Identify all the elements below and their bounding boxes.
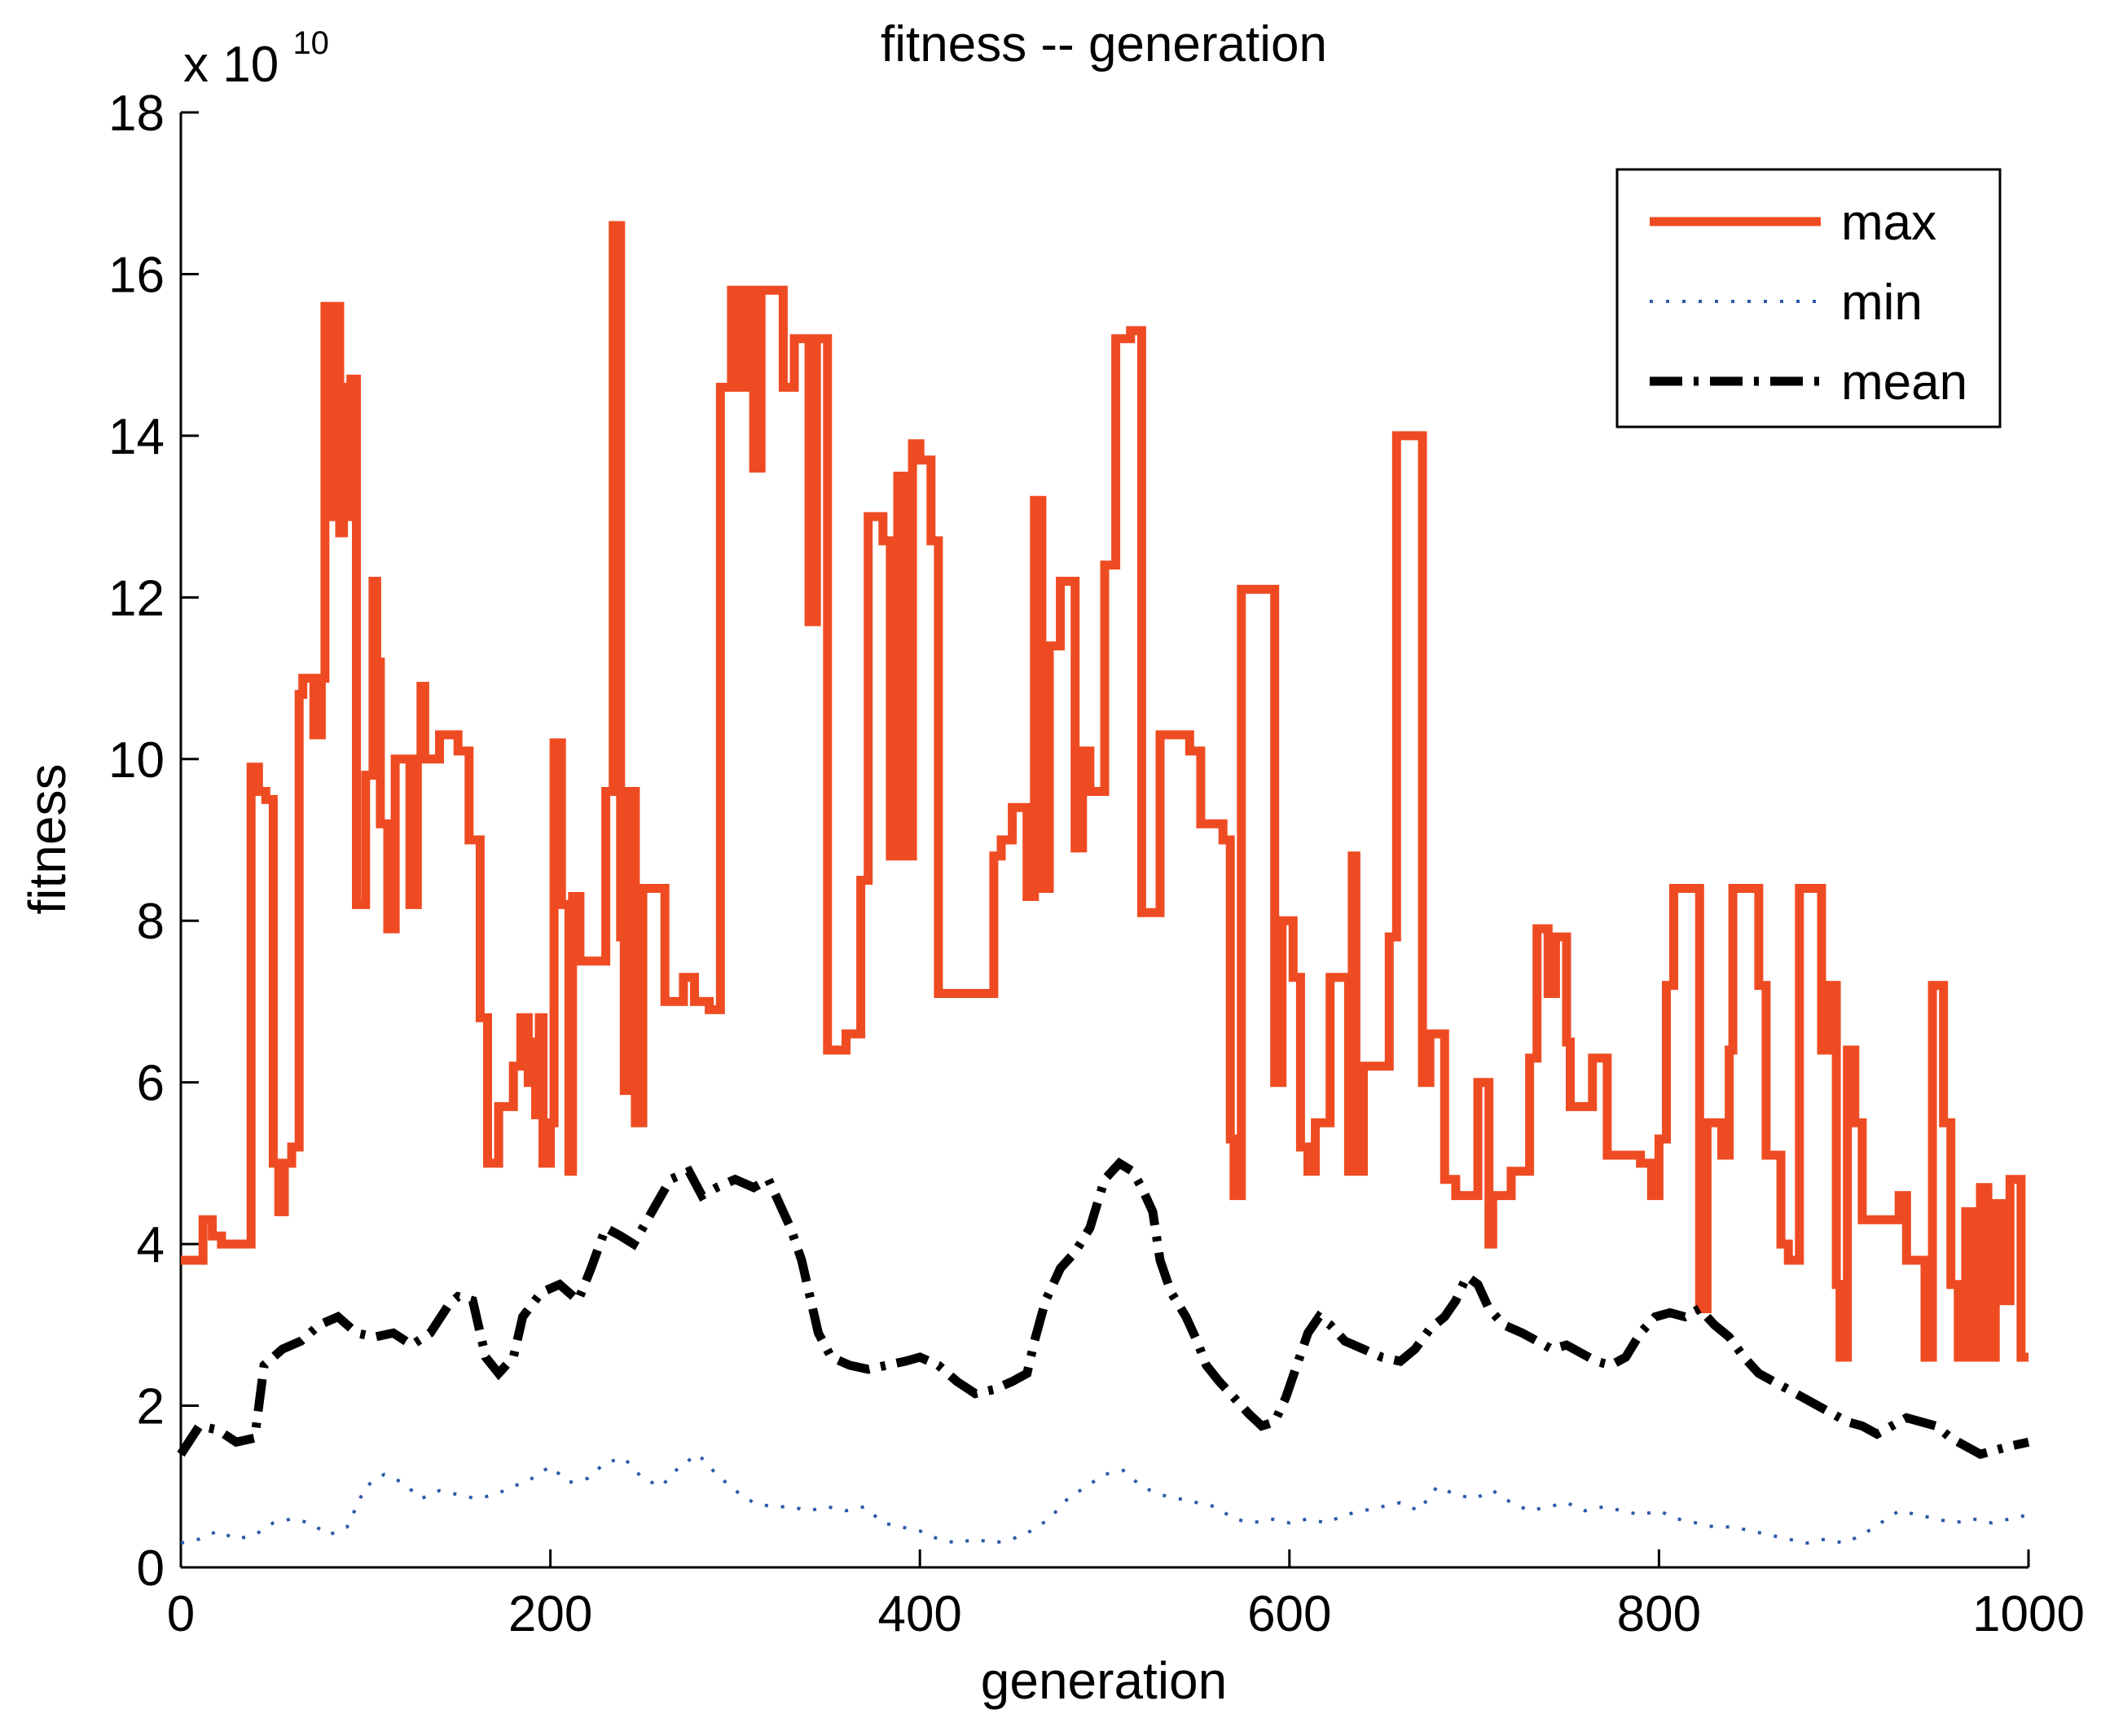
y-tick-label: 10 bbox=[108, 732, 165, 789]
plot-axes bbox=[179, 112, 2028, 1569]
y-tick-label: 2 bbox=[137, 1379, 165, 1435]
axis-ticks: 0 200 400 600 800 1000 0 2 4 6 8 10 12 14 16 18 bbox=[108, 86, 2085, 1642]
y-exponent-label: x 10 10 bbox=[183, 25, 329, 93]
y-exponent-power: 10 bbox=[292, 25, 329, 61]
y-tick-label: 16 bbox=[108, 247, 165, 303]
legend: max min mean bbox=[1615, 168, 2002, 429]
y-tick-label: 8 bbox=[137, 894, 165, 950]
y-tick-label: 6 bbox=[137, 1056, 165, 1112]
x-axis-label: generation bbox=[981, 1651, 1227, 1710]
x-tick-label: 200 bbox=[508, 1586, 592, 1642]
y-tick-label: 0 bbox=[137, 1540, 165, 1597]
plot-series bbox=[177, 221, 2030, 1545]
x-tick-label: 0 bbox=[167, 1586, 195, 1642]
y-exponent-base: x 10 bbox=[183, 37, 279, 93]
legend-label-max: max bbox=[1841, 195, 1936, 251]
y-tick-label: 4 bbox=[137, 1217, 165, 1273]
x-tick-label: 1000 bbox=[1972, 1586, 2085, 1642]
x-tick-label: 600 bbox=[1247, 1586, 1331, 1642]
chart-title: fitness -- generation bbox=[881, 16, 1327, 73]
y-axis-label: fitness bbox=[18, 764, 77, 915]
x-tick-label: 400 bbox=[877, 1586, 961, 1642]
y-tick-label: 18 bbox=[108, 86, 165, 142]
legend-label-min: min bbox=[1841, 275, 1923, 331]
y-tick-label: 12 bbox=[108, 570, 165, 626]
series-line-max bbox=[181, 221, 2028, 1362]
y-tick-label: 14 bbox=[108, 409, 165, 465]
x-tick-label: 800 bbox=[1617, 1586, 1701, 1642]
series-line-mean bbox=[177, 1157, 2030, 1459]
legend-label-mean: mean bbox=[1841, 354, 1967, 411]
